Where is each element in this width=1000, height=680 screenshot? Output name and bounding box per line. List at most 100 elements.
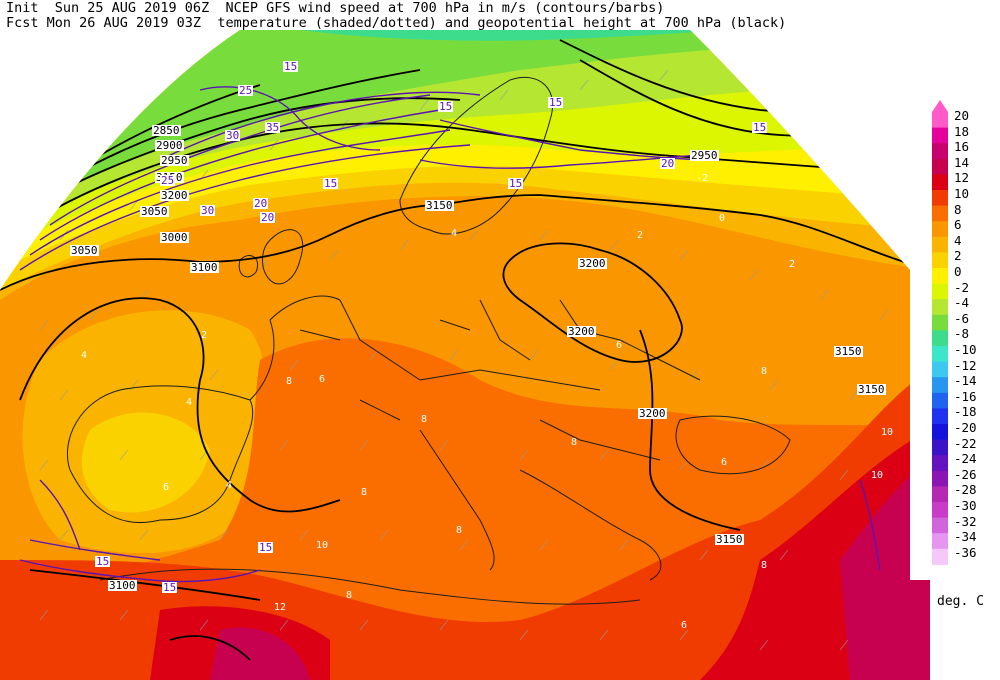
temp-contour-label: 0 bbox=[719, 213, 726, 224]
legend-label: 10 bbox=[954, 186, 970, 201]
legend-label: -10 bbox=[954, 342, 977, 357]
legend-swatch bbox=[932, 112, 948, 129]
wind-contour-label: 15 bbox=[283, 60, 299, 73]
legend-swatch bbox=[932, 517, 948, 534]
wind-contour-label: 20 bbox=[660, 157, 676, 170]
temp-contour-label: 8 bbox=[571, 437, 578, 448]
temp-contour-label: 12 bbox=[274, 602, 287, 613]
height-contour-label: 3200 bbox=[578, 257, 607, 270]
legend-swatch bbox=[932, 252, 948, 269]
header-forecast-line: Fcst Mon 26 AUG 2019 03Z temperature (sh… bbox=[6, 15, 787, 31]
legend-label: -24 bbox=[954, 451, 977, 467]
legend-label: 14 bbox=[954, 154, 970, 170]
legend-swatch bbox=[932, 486, 948, 503]
temp-contour-label: 8 bbox=[761, 366, 768, 377]
legend-label: 16 bbox=[954, 139, 970, 155]
wind-contour-label: 15 bbox=[508, 177, 524, 190]
temp-field-m8 bbox=[300, 30, 720, 41]
temp-contour-label: 10 bbox=[881, 427, 894, 438]
wind-contour-label: 20 bbox=[260, 211, 276, 224]
temp-contour-label: -2 bbox=[696, 173, 709, 184]
legend-arrow bbox=[932, 100, 948, 112]
legend-label: -8 bbox=[954, 326, 970, 342]
temp-contour-label: 8 bbox=[361, 487, 368, 498]
legend-swatch bbox=[932, 361, 948, 378]
legend-swatch bbox=[932, 299, 948, 316]
legend-swatch bbox=[932, 548, 948, 565]
legend-swatch bbox=[932, 283, 948, 300]
legend-label: -16 bbox=[954, 388, 977, 404]
legend-swatch bbox=[932, 439, 948, 456]
height-contour-label: 3200 bbox=[160, 189, 189, 202]
temp-contour-label: 6 bbox=[319, 374, 326, 385]
height-contour-label: 3050 bbox=[70, 244, 99, 257]
wind-contour-label: 15 bbox=[548, 96, 564, 109]
wind-contour-label: 15 bbox=[162, 581, 178, 594]
wind-contour-label: 35 bbox=[265, 121, 281, 134]
legend-swatch bbox=[932, 470, 948, 487]
height-contour-label: 3050 bbox=[140, 205, 169, 218]
height-contour-label: 2900 bbox=[155, 139, 184, 152]
legend-label: 18 bbox=[954, 123, 970, 139]
height-contour-label: 3100 bbox=[108, 579, 137, 592]
legend-swatch bbox=[932, 127, 948, 144]
height-contour-label: 3000 bbox=[160, 231, 189, 244]
temp-contour-label: 4 bbox=[186, 397, 193, 408]
legend-swatch bbox=[932, 533, 948, 550]
legend-label: -6 bbox=[954, 310, 970, 326]
legend-swatch bbox=[932, 392, 948, 409]
legend-label: -4 bbox=[954, 295, 970, 311]
temp-contour-label: 6 bbox=[163, 482, 170, 493]
wind-contour-label: 30 bbox=[200, 204, 216, 217]
temp-contour-label: 4 bbox=[451, 228, 458, 239]
legend-label: -18 bbox=[954, 404, 977, 420]
legend-label: -26 bbox=[954, 466, 977, 482]
wind-contour-label: 25 bbox=[160, 174, 176, 187]
temp-contour-label: 2 bbox=[637, 230, 644, 241]
temp-contour-label: 6 bbox=[721, 457, 728, 468]
temp-contour-label: 8 bbox=[421, 414, 428, 425]
legend-swatch bbox=[932, 236, 948, 253]
legend-label: -14 bbox=[954, 373, 977, 389]
legend-label: -12 bbox=[954, 357, 977, 373]
legend-swatch bbox=[932, 502, 948, 519]
temp-contour-label: 8 bbox=[346, 590, 353, 601]
temp-contour-label: 6 bbox=[616, 340, 623, 351]
wind-contour-label: 15 bbox=[95, 555, 111, 568]
height-contour-label: 3150 bbox=[857, 383, 886, 396]
temp-contour-label: 8 bbox=[286, 376, 293, 387]
wind-contour-label: 25 bbox=[238, 84, 254, 97]
height-contour-label: 3150 bbox=[425, 199, 454, 212]
legend-swatch bbox=[932, 377, 948, 394]
legend-swatch bbox=[932, 408, 948, 425]
legend-swatch bbox=[932, 346, 948, 363]
legend-label: 4 bbox=[954, 232, 962, 248]
legend-swatch bbox=[932, 455, 948, 472]
legend-label: -30 bbox=[954, 498, 977, 513]
temp-contour-label: 8 bbox=[761, 560, 768, 571]
legend-label: -2 bbox=[954, 279, 970, 295]
temp-field-14 bbox=[210, 460, 930, 680]
legend-swatch bbox=[932, 221, 948, 238]
wind-contour-label: 15 bbox=[438, 100, 454, 113]
legend-swatch bbox=[932, 190, 948, 207]
legend-label: 6 bbox=[954, 217, 962, 233]
legend-label: 12 bbox=[954, 170, 970, 186]
height-contour-label: 2850 bbox=[152, 124, 181, 137]
temp-field-m6 bbox=[0, 30, 930, 220]
temperature-legend-bar bbox=[932, 100, 948, 565]
legend-label: 2 bbox=[954, 248, 962, 264]
temp-contour-label: 2 bbox=[789, 259, 796, 270]
height-contour-label: 2950 bbox=[690, 149, 719, 162]
legend-swatch bbox=[932, 314, 948, 331]
height-contour-label: 3200 bbox=[567, 325, 596, 338]
temp-contour-label: 10 bbox=[316, 540, 329, 551]
legend-swatch bbox=[932, 205, 948, 222]
legend-label: 8 bbox=[954, 201, 962, 217]
temp-contour-label: 8 bbox=[456, 525, 463, 536]
legend-swatch bbox=[932, 330, 948, 347]
wind-contour-label: 15 bbox=[752, 121, 768, 134]
legend-label: -28 bbox=[954, 482, 977, 498]
temp-field-10 bbox=[0, 370, 930, 680]
temp-contour-label: 4 bbox=[226, 480, 233, 491]
